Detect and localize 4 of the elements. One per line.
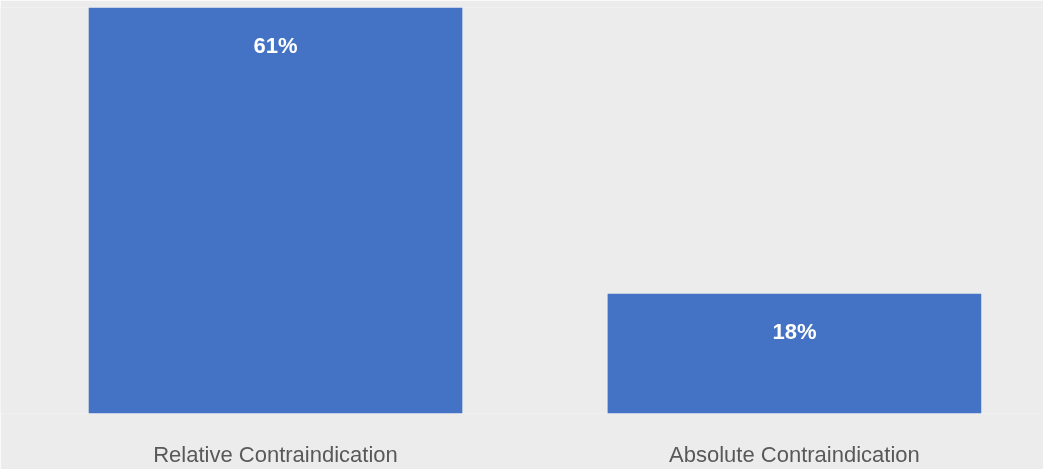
- data-label: 18%: [772, 318, 817, 344]
- x-tick-label: Relative Contraindication: [153, 441, 398, 467]
- x-tick-label: Absolute Contraindication: [669, 441, 920, 467]
- data-label: 61%: [253, 32, 298, 58]
